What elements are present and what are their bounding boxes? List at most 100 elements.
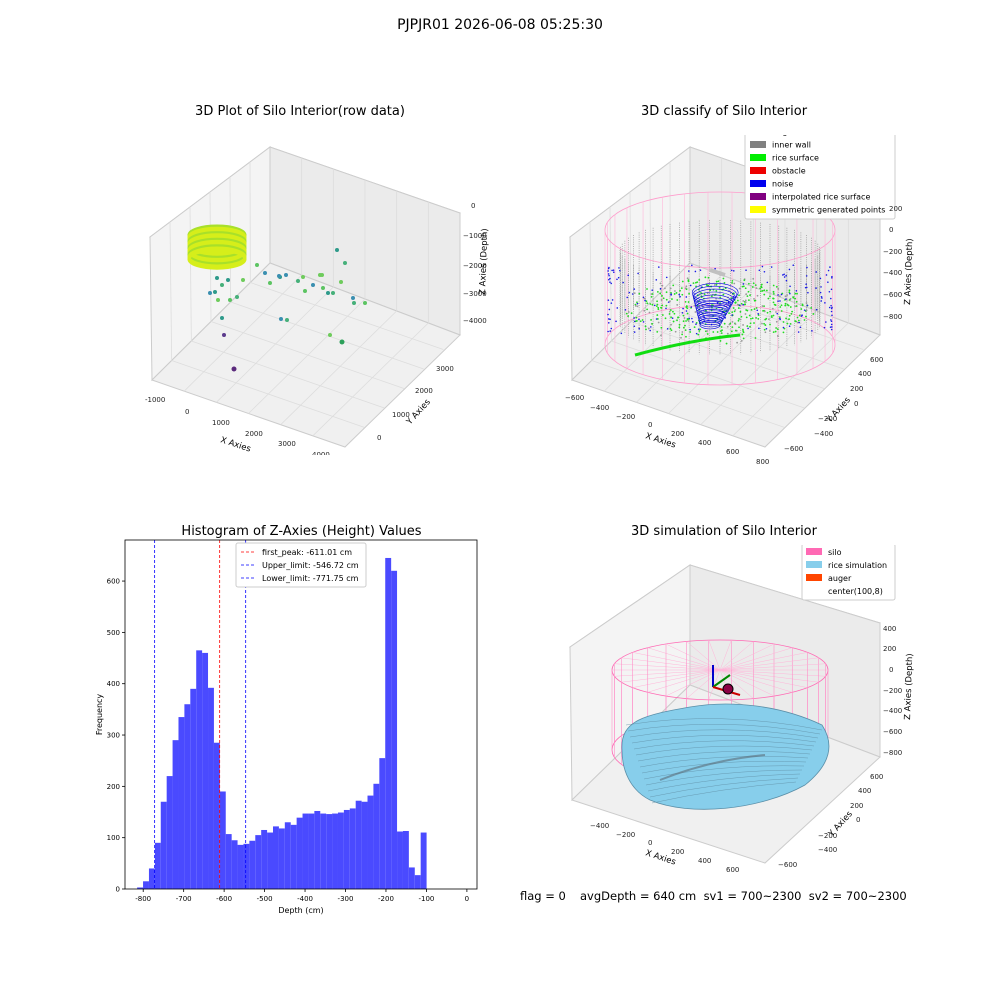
- histogram-bar: [208, 687, 214, 889]
- rice-surface-point: [627, 311, 630, 313]
- histogram-bar: [184, 704, 191, 889]
- rice-surface-point: [743, 303, 746, 306]
- simulation-z-tick: 0: [889, 666, 893, 674]
- rice-surface-point: [707, 276, 710, 279]
- histogram-bar: [296, 817, 303, 889]
- rice-surface-point: [681, 293, 684, 296]
- silo-top-spoke: [719, 647, 793, 671]
- simulation-legend-swatch: [806, 561, 822, 568]
- histogram-bar: [314, 810, 321, 889]
- rice-surface-mesh-line: [649, 777, 799, 798]
- rice-surface-point: [650, 295, 653, 298]
- noise-point: [607, 299, 610, 301]
- classify-y-tick: 600: [870, 356, 883, 364]
- classify-z-tick: −400: [883, 269, 902, 277]
- classify-x-ticks: −600 −400 −200 0 200 400 600 800: [565, 394, 769, 465]
- noise-point: [689, 284, 692, 287]
- noise-point: [823, 326, 826, 329]
- noise-point: [655, 279, 658, 281]
- rice-surface-point: [746, 295, 749, 298]
- raw-data-point: [331, 291, 335, 295]
- silo-top-spoke: [719, 669, 808, 688]
- noise-point: [638, 318, 640, 321]
- silo-top-spoke: [632, 669, 721, 688]
- histogram-x-tick-label: 0: [465, 895, 469, 903]
- histogram-bar: [178, 717, 185, 889]
- rice-surface-point: [699, 328, 702, 331]
- histogram-bar: [343, 809, 350, 889]
- raw-z-tick: −1000: [463, 232, 487, 240]
- raw-3d-plot[interactable]: -1000 0 1000 2000 3000 4000 X Axies 0 10…: [140, 135, 490, 455]
- raw-x-label: X Axies: [219, 435, 252, 454]
- rice-surface-point: [723, 282, 726, 284]
- rice-surface-point: [719, 340, 722, 342]
- histogram-frame: [124, 539, 478, 890]
- rice-surface-point: [763, 310, 766, 313]
- histogram-legend-label: first_peak: -611.01 cm: [262, 548, 352, 557]
- rice-surface-point: [734, 308, 737, 311]
- rice-surface-point: [780, 310, 783, 312]
- rice-surface-point: [745, 316, 748, 319]
- histogram-plot[interactable]: -800 -700 -600 -500 -400 -300 -200 -100 0 0 100 200…: [90, 535, 485, 925]
- rice-surface-point: [650, 319, 652, 321]
- rice-surface-mesh-line: [625, 718, 823, 731]
- noise-point: [779, 300, 781, 302]
- noise-point: [788, 268, 791, 271]
- raw-data-point: [235, 295, 239, 299]
- rice-surface-point: [795, 300, 798, 303]
- silo-top-spoke: [621, 657, 721, 671]
- histogram-bar: [261, 829, 268, 889]
- classify-x-tick: 400: [698, 439, 711, 447]
- noise-point: [830, 320, 833, 323]
- rice-surface-point: [755, 287, 758, 290]
- classify-legend-swatch: [750, 180, 766, 187]
- simulation-3d-plot[interactable]: silo rice simulation auger center(100,8) −4…: [560, 545, 920, 875]
- rice-surface-point: [786, 322, 789, 325]
- silo-top-spoke: [708, 640, 721, 671]
- rice-surface-point: [672, 310, 674, 313]
- rice-surface-point: [749, 322, 752, 325]
- noise-point: [612, 269, 615, 271]
- histogram-bar: [278, 828, 285, 889]
- simulation-x-tick: 200: [671, 848, 684, 856]
- rice-surface-point: [731, 321, 734, 323]
- simulation-plot-title: 3D simulation of Silo Interior: [631, 524, 817, 539]
- rice-surface-point: [660, 299, 663, 301]
- classify-3d-plot[interactable]: original data inner wall rice surface obsta…: [560, 135, 920, 465]
- rice-surface-point: [763, 328, 766, 331]
- rice-surface-point: [679, 289, 681, 292]
- noise-point: [830, 323, 833, 326]
- rice-surface-point: [661, 314, 664, 316]
- noise-point: [685, 310, 688, 312]
- rice-surface-point: [647, 327, 650, 330]
- raw-grid-lines: [169, 158, 444, 437]
- classify-plot-title: 3D classify of Silo Interior: [640, 104, 808, 119]
- rice-surface-point: [788, 318, 791, 321]
- silo-top-spoke: [621, 669, 721, 683]
- noise-point: [609, 330, 612, 332]
- raw-data-point: [321, 286, 325, 290]
- noise-point: [789, 292, 791, 295]
- noise-point: [714, 267, 716, 270]
- raw-data-point: [255, 263, 259, 267]
- rice-surface-point: [684, 324, 686, 327]
- rice-surface-point: [769, 295, 771, 298]
- simulation-z-label: Z Axies (Depth): [903, 653, 915, 720]
- silo-top-spoke: [719, 657, 819, 671]
- rice-surface-point: [661, 294, 663, 297]
- rice-surface-point: [795, 305, 798, 307]
- rice-surface-point: [661, 304, 664, 307]
- rice-surface-point: [805, 309, 808, 312]
- noise-point: [785, 274, 787, 277]
- rice-surface-point: [731, 280, 734, 282]
- classify-legend-swatch: [750, 193, 766, 200]
- noise-point: [653, 304, 656, 307]
- noise-point: [828, 290, 831, 293]
- raw-z-label: Z Axies (Depth): [478, 228, 490, 295]
- noise-point: [820, 295, 823, 298]
- rice-surface-point: [636, 301, 638, 304]
- noise-point: [815, 287, 817, 289]
- raw-data-point: [363, 301, 367, 305]
- rice-surface-point: [684, 329, 687, 332]
- classify-silo-cylinder: [604, 191, 836, 386]
